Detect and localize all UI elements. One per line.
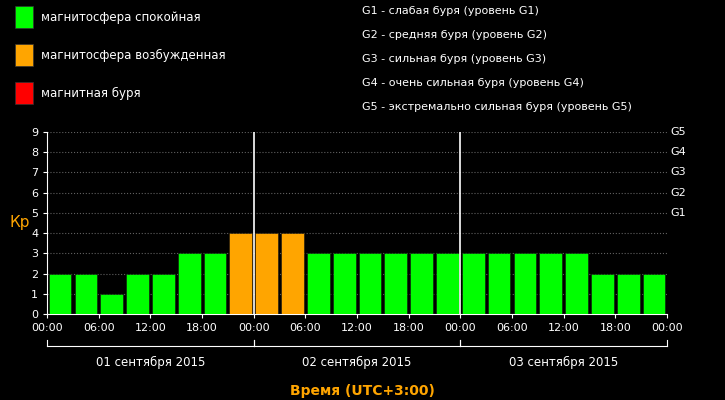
Bar [204, 253, 226, 314]
Bar [230, 233, 252, 314]
Bar [539, 253, 562, 314]
Text: 03 сентября 2015: 03 сентября 2015 [509, 356, 618, 369]
Text: G1: G1 [671, 208, 687, 218]
Text: магнитная буря: магнитная буря [41, 86, 141, 100]
Text: G3: G3 [671, 168, 687, 178]
Text: G4 - очень сильная буря (уровень G4): G4 - очень сильная буря (уровень G4) [362, 78, 584, 88]
Bar [462, 253, 484, 314]
Bar [436, 253, 459, 314]
Bar [100, 294, 123, 314]
Text: магнитосфера возбужденная: магнитосфера возбужденная [41, 48, 226, 62]
Bar [566, 253, 588, 314]
Bar [255, 233, 278, 314]
Text: G4: G4 [671, 147, 687, 157]
Bar [75, 274, 97, 314]
Bar [359, 253, 381, 314]
Bar [513, 253, 536, 314]
Bar [281, 233, 304, 314]
Y-axis label: Кр: Кр [9, 216, 30, 230]
Text: 02 сентября 2015: 02 сентября 2015 [302, 356, 412, 369]
Bar [643, 274, 666, 314]
Bar [333, 253, 355, 314]
Text: Время (UTC+3:00): Время (UTC+3:00) [290, 384, 435, 398]
Bar [384, 253, 407, 314]
Bar [591, 274, 614, 314]
Text: G2: G2 [671, 188, 687, 198]
Text: G3 - сильная буря (уровень G3): G3 - сильная буря (уровень G3) [362, 54, 547, 64]
Text: G2 - средняя буря (уровень G2): G2 - средняя буря (уровень G2) [362, 30, 547, 40]
Bar [152, 274, 175, 314]
Text: G5 - экстремально сильная буря (уровень G5): G5 - экстремально сильная буря (уровень … [362, 102, 632, 112]
Text: G5: G5 [671, 127, 687, 137]
Bar [126, 274, 149, 314]
Bar [307, 253, 330, 314]
Bar [49, 274, 71, 314]
Text: 01 сентября 2015: 01 сентября 2015 [96, 356, 205, 369]
Text: магнитосфера спокойная: магнитосфера спокойная [41, 10, 201, 24]
Text: G1 - слабая буря (уровень G1): G1 - слабая буря (уровень G1) [362, 6, 539, 16]
Bar [410, 253, 433, 314]
Bar [488, 253, 510, 314]
Bar [178, 253, 201, 314]
Bar [617, 274, 639, 314]
